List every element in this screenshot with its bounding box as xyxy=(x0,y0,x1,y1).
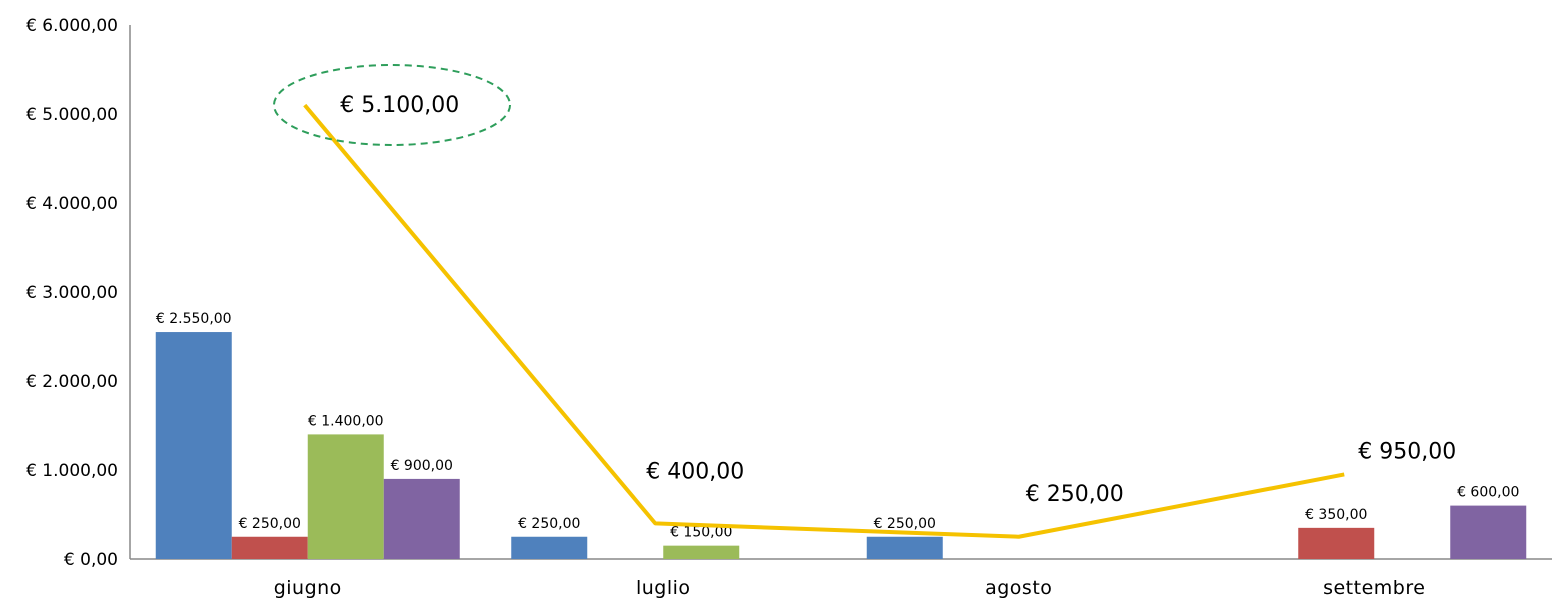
y-tick-label: € 2.000,00 xyxy=(26,372,118,392)
total-line xyxy=(303,103,1345,539)
total-line-value-label: € 400,00 xyxy=(646,459,744,484)
bar xyxy=(155,332,232,559)
total-line-value-label: € 5.100,00 xyxy=(340,93,459,118)
x-category-label: agosto xyxy=(985,577,1052,599)
bar xyxy=(663,545,740,559)
bar-value-label: € 150,00 xyxy=(670,525,732,541)
x-category-label: settembre xyxy=(1323,577,1425,599)
y-tick-label: € 1.000,00 xyxy=(26,461,118,481)
y-tick-label: € 6.000,00 xyxy=(26,16,118,36)
bar-value-label: € 2.550,00 xyxy=(156,311,232,327)
bar-value-label: € 250,00 xyxy=(518,516,580,532)
bar-value-label: € 1.400,00 xyxy=(308,413,384,429)
x-category-label: luglio xyxy=(636,577,691,599)
bar-value-label: € 250,00 xyxy=(239,516,301,532)
y-tick-label: € 3.000,00 xyxy=(26,283,118,303)
bar xyxy=(1450,505,1527,559)
y-tick-label: € 0,00 xyxy=(64,550,118,570)
x-category-label: giugno xyxy=(274,577,342,599)
annotation-layer xyxy=(273,64,511,146)
bar xyxy=(511,536,588,559)
bar-value-label: € 250,00 xyxy=(874,516,936,532)
bar xyxy=(866,536,943,559)
total-line-value-label: € 950,00 xyxy=(1358,439,1456,464)
y-tick-label: € 5.000,00 xyxy=(26,105,118,125)
bar xyxy=(383,478,460,559)
total-line-value-label: € 250,00 xyxy=(1026,482,1124,507)
total-line-series: € 5.100,00 € 400,00 € 250,00 € 950,00 xyxy=(303,93,1456,539)
highlight-ellipse xyxy=(273,64,511,146)
bar xyxy=(1298,527,1375,559)
bar xyxy=(231,536,308,559)
bar xyxy=(307,434,384,559)
bar-value-label: € 600,00 xyxy=(1457,485,1519,501)
bar-value-label: € 900,00 xyxy=(391,458,453,474)
y-tick-label: € 4.000,00 xyxy=(26,194,118,214)
bar-series xyxy=(155,332,1527,559)
bar-data-labels: € 2.550,00 € 250,00 € 250,00 € 250,00 € 350,… xyxy=(156,311,1520,541)
x-axis-categories: giugno luglio agosto settembre xyxy=(274,577,1425,599)
bar-value-label: € 350,00 xyxy=(1305,507,1367,523)
y-axis-ticks: € 0,00 € 1.000,00 € 2.000,00 € 3.000,00 € 4.… xyxy=(26,16,118,570)
